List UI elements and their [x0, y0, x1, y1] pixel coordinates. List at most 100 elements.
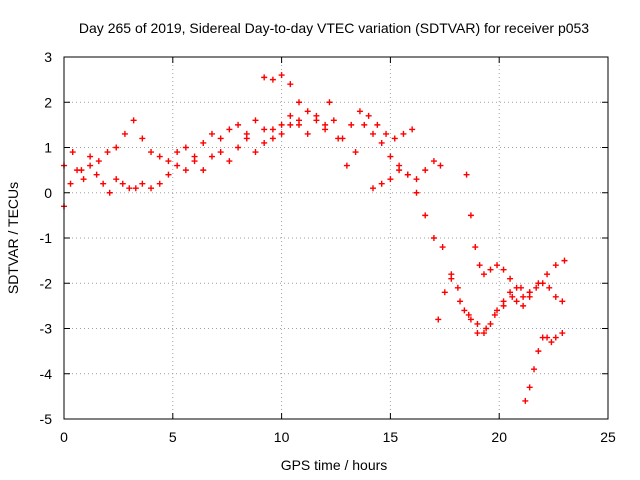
data-point: [330, 117, 337, 124]
data-point: [252, 117, 259, 124]
data-point: [520, 293, 527, 300]
y-tick-label: 2: [44, 94, 52, 110]
data-point: [296, 99, 303, 106]
series-track-4: [261, 72, 416, 142]
x-tick-label: 5: [169, 429, 177, 445]
data-point: [80, 176, 87, 183]
data-point: [552, 293, 559, 300]
data-point: [191, 158, 198, 165]
data-point: [430, 158, 437, 165]
data-point: [387, 153, 394, 160]
y-tick-label: -3: [40, 321, 53, 337]
data-point: [404, 171, 411, 178]
data-point: [261, 139, 268, 146]
data-point: [559, 330, 566, 337]
data-point: [182, 167, 189, 174]
data-point: [208, 130, 215, 137]
x-tick-label: 0: [60, 429, 68, 445]
data-point: [526, 384, 533, 391]
data-point: [304, 130, 311, 137]
data-point: [441, 289, 448, 296]
data-point: [278, 72, 285, 79]
data-point: [483, 325, 490, 332]
data-point: [226, 158, 233, 165]
y-axis-title: SDTVAR / TECUs: [5, 182, 21, 294]
data-point: [383, 130, 390, 137]
data-point: [494, 307, 501, 314]
data-point: [304, 108, 311, 115]
data-point: [476, 262, 483, 269]
data-point: [200, 167, 207, 174]
data-point: [409, 126, 416, 133]
data-point: [252, 149, 259, 156]
data-point: [391, 135, 398, 142]
data-point: [139, 180, 146, 187]
x-tick-label: 10: [274, 429, 290, 445]
data-point: [217, 135, 224, 142]
data-point: [356, 108, 363, 115]
data-point: [148, 185, 155, 192]
data-point: [87, 162, 94, 169]
data-point: [74, 167, 81, 174]
data-point: [396, 167, 403, 174]
data-point: [539, 280, 546, 287]
data-point: [139, 135, 146, 142]
data-point: [113, 176, 120, 183]
data-point: [121, 130, 128, 137]
data-point: [313, 112, 320, 119]
data-point: [552, 262, 559, 269]
data-point: [278, 130, 285, 137]
data-point: [507, 289, 514, 296]
data-point: [526, 289, 533, 296]
data-point: [156, 153, 163, 160]
data-point: [461, 307, 468, 314]
x-tick-label: 15: [383, 429, 399, 445]
data-point: [278, 121, 285, 128]
data-point: [439, 244, 446, 251]
data-point: [174, 149, 181, 156]
data-point: [269, 76, 276, 83]
series-track-7: [435, 271, 566, 337]
data-point: [531, 366, 538, 373]
data-point: [100, 180, 107, 187]
data-point: [235, 144, 242, 151]
data-point: [326, 99, 333, 106]
data-point: [106, 189, 113, 196]
data-point: [544, 271, 551, 278]
y-tick-label: 1: [44, 140, 52, 156]
data-point: [559, 298, 566, 305]
data-point: [522, 397, 529, 404]
data-point: [500, 298, 507, 305]
data-point: [467, 316, 474, 323]
x-tick-label: 20: [491, 429, 507, 445]
data-point: [165, 171, 172, 178]
series-track-3: [139, 117, 303, 192]
data-point: [156, 180, 163, 187]
data-point: [343, 162, 350, 169]
y-tick-label: -4: [40, 366, 53, 382]
data-point: [200, 139, 207, 146]
data-point: [132, 185, 139, 192]
data-point: [182, 144, 189, 151]
data-point: [113, 144, 120, 151]
data-point: [480, 330, 487, 337]
data-point: [269, 135, 276, 142]
data-point: [400, 130, 407, 137]
data-point: [513, 284, 520, 291]
data-point: [217, 149, 224, 156]
data-point: [480, 271, 487, 278]
data-point: [226, 126, 233, 133]
data-point: [374, 121, 381, 128]
y-tick-label: -2: [40, 275, 53, 291]
data-point: [261, 74, 268, 81]
data-point: [422, 167, 429, 174]
data-point: [500, 266, 507, 273]
data-point: [369, 130, 376, 137]
x-axis-title: GPS time / hours: [281, 457, 388, 473]
data-point: [487, 266, 494, 273]
data-point: [437, 162, 444, 169]
data-point: [269, 126, 276, 133]
chart-title: Day 265 of 2019, Sidereal Day-to-day VTE…: [79, 20, 589, 36]
